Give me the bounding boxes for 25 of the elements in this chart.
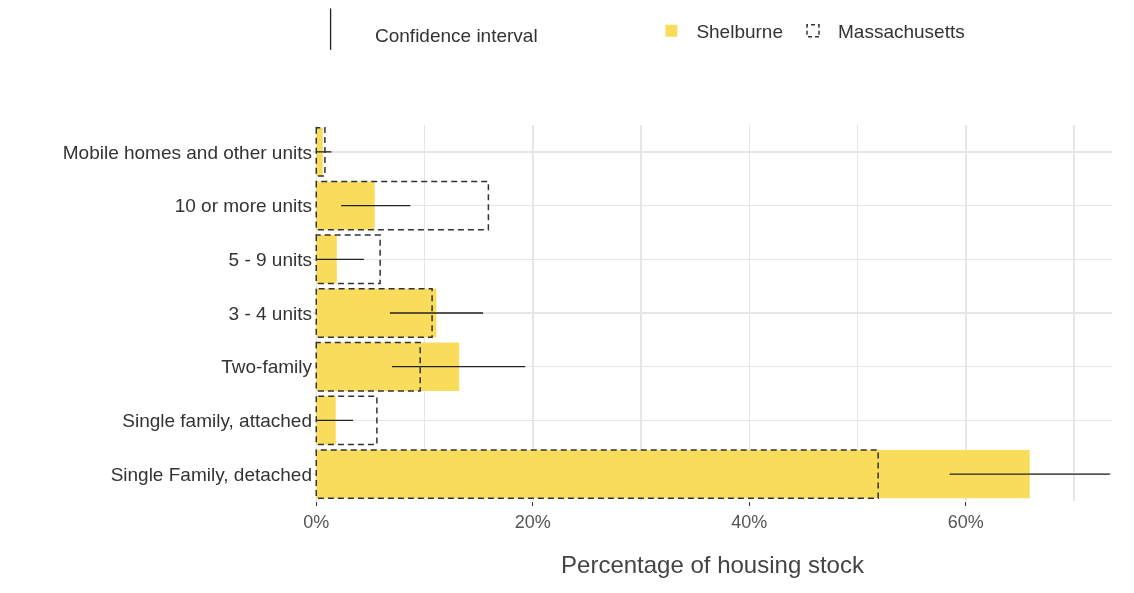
bar — [316, 181, 375, 230]
bar — [315, 180, 490, 231]
bar — [316, 342, 460, 391]
y-tick-label: 3 - 4 units — [228, 302, 312, 324]
x-tick-label: 0% — [303, 511, 330, 532]
legend-label: Shelburne — [696, 21, 784, 43]
y-tick-label: Two-family — [221, 356, 313, 378]
bar — [316, 396, 336, 445]
bar — [315, 341, 421, 392]
legend-label: Massachusetts — [838, 21, 965, 43]
bar — [315, 395, 378, 446]
x-tick-label: 60% — [947, 511, 984, 532]
y-tick-label: 10 or more units — [174, 195, 312, 217]
text: Confidence interval — [375, 25, 538, 46]
y-tick-label: Mobile homes and other units — [62, 141, 312, 163]
x-axis-title: Percentage of housing stock — [561, 550, 865, 578]
bar — [315, 234, 381, 285]
bar — [316, 449, 1030, 499]
y-tick-label: Single Family, detached — [110, 463, 312, 485]
y-tick-label: Single family, attached — [122, 410, 312, 432]
bar — [315, 449, 879, 500]
bar — [316, 235, 337, 284]
x-tick-label: 20% — [514, 511, 551, 532]
y-tick-label: 5 - 9 units — [228, 248, 312, 270]
x-tick-label: 40% — [731, 511, 768, 532]
